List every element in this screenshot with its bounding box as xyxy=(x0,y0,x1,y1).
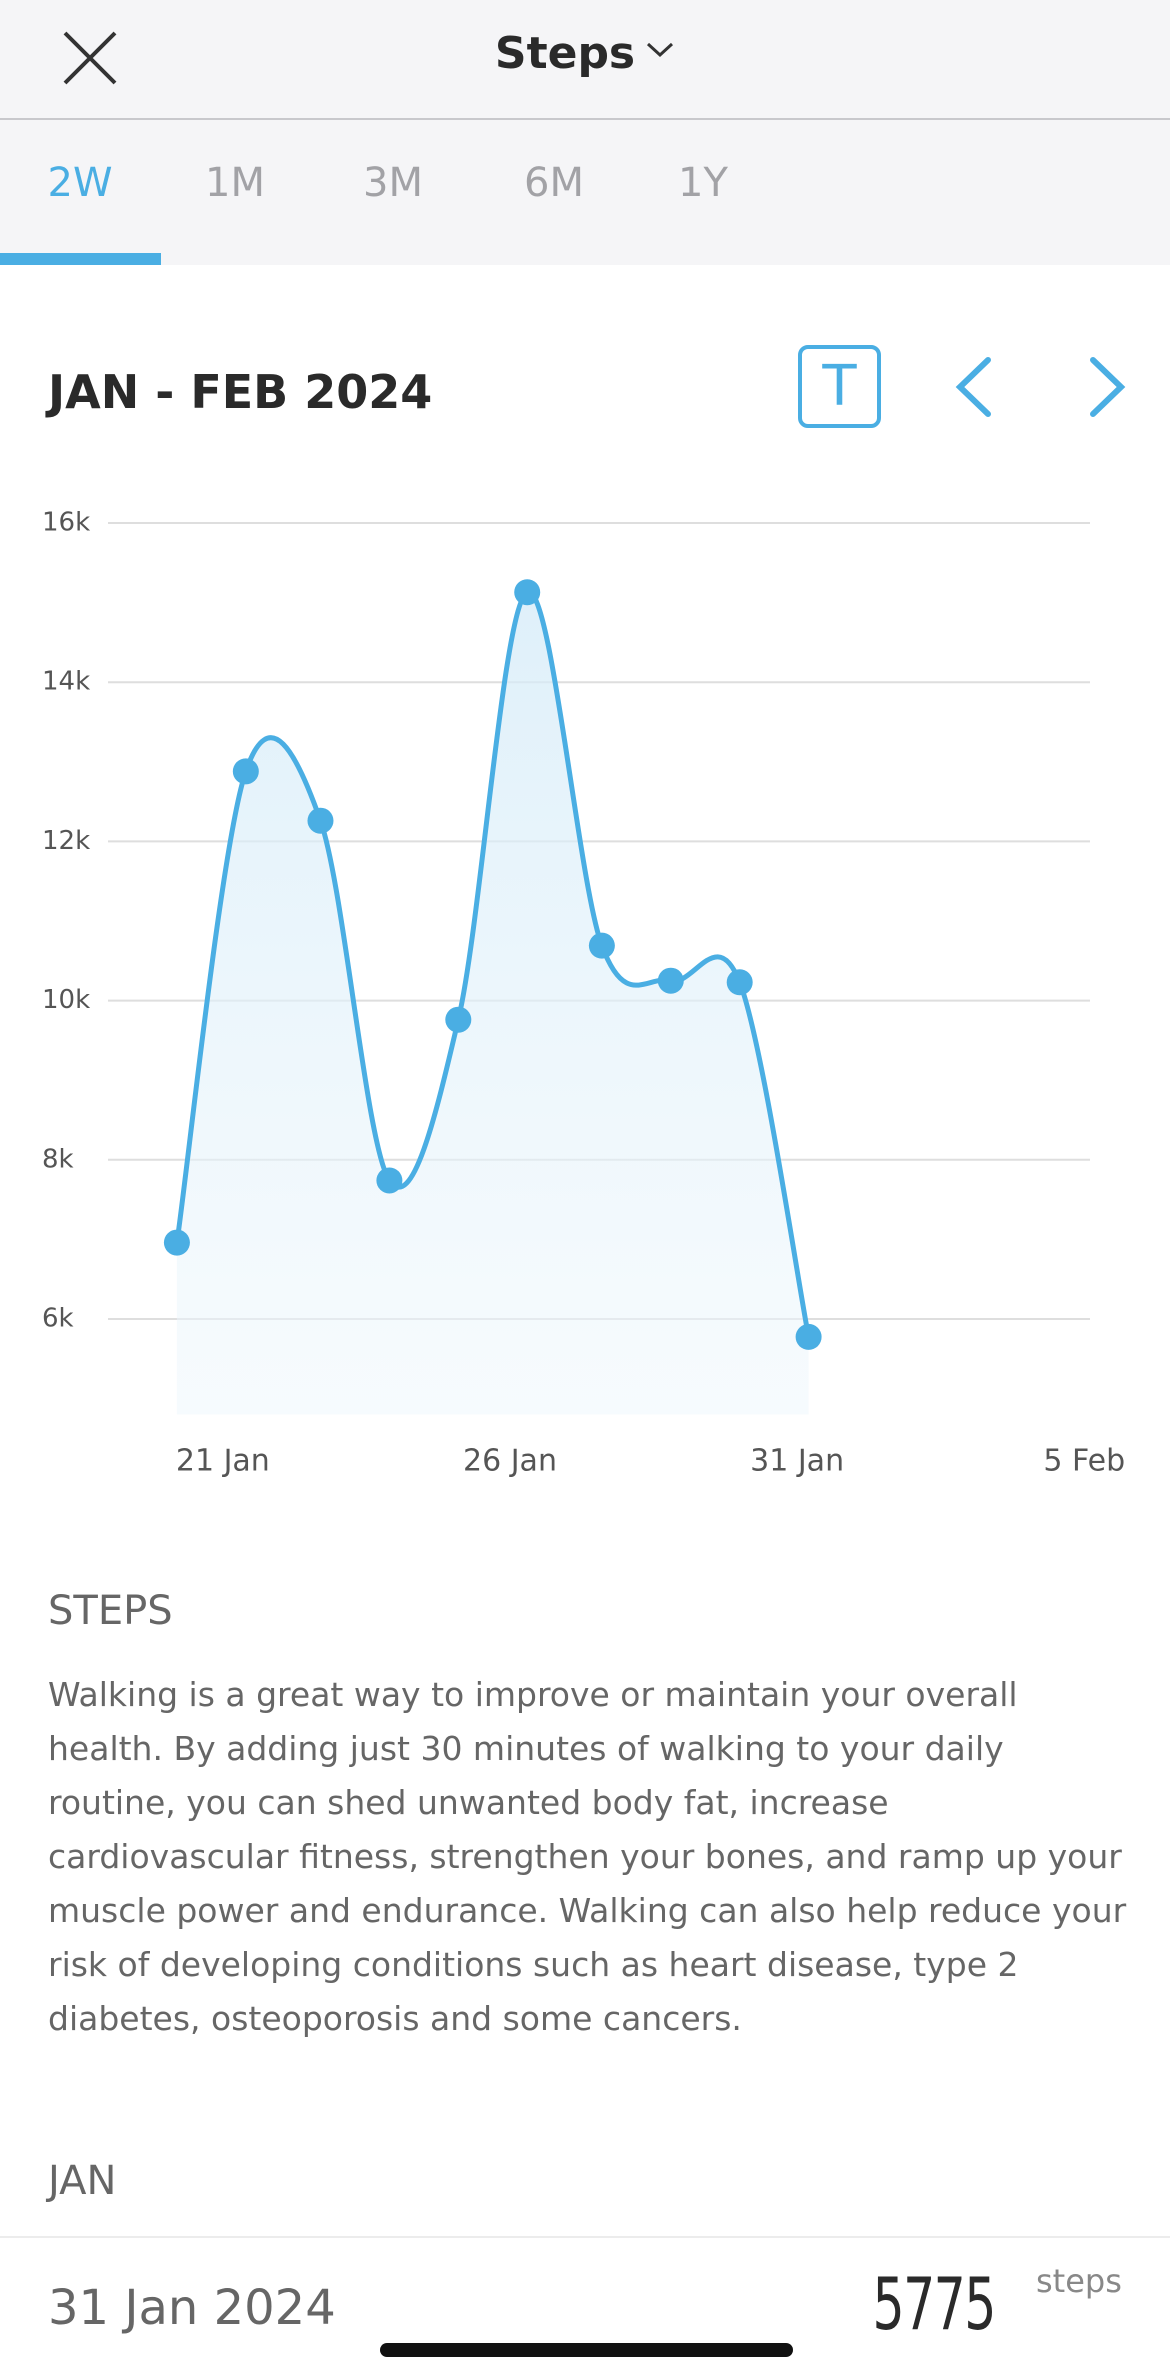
article-heading: STEPS xyxy=(48,1588,173,1634)
point xyxy=(795,1323,822,1350)
x-tick-label: 21 Jan xyxy=(176,1444,270,1479)
x-tick-label: 26 Jan xyxy=(463,1444,557,1479)
x-tick-label: 5 Feb xyxy=(1043,1444,1125,1479)
title: Steps xyxy=(494,28,636,79)
period-label: JAN - FEB 2024 xyxy=(48,365,433,419)
home-indicator xyxy=(380,2343,793,2357)
toggle-button[interactable]: T xyxy=(798,345,881,428)
row-unit: steps xyxy=(1036,2262,1122,2300)
tab-indicator xyxy=(0,253,161,265)
title-dropdown[interactable]: Steps xyxy=(0,28,1170,79)
point xyxy=(376,1167,403,1194)
tab[interactable]: 6M xyxy=(524,160,584,206)
previous-button[interactable] xyxy=(952,356,996,418)
tab[interactable]: 1Y xyxy=(678,160,728,206)
y-tick-label: 10k xyxy=(42,985,90,1015)
y-tick-label: 6k xyxy=(42,1303,74,1333)
dropdown-chevron xyxy=(647,42,674,58)
x-tick-label: 31 Jan xyxy=(750,1444,844,1479)
row-value: 5775 xyxy=(872,2262,997,2346)
y-tick-label: 12k xyxy=(42,826,90,856)
point xyxy=(232,758,259,785)
point xyxy=(514,579,541,606)
row-date[interactable]: 31 Jan 2024 xyxy=(48,2280,336,2336)
point xyxy=(726,969,753,996)
y-tick-label: 16k xyxy=(42,508,90,538)
line xyxy=(174,589,812,1338)
point xyxy=(657,967,684,994)
tab[interactable]: 2W xyxy=(47,160,113,206)
point xyxy=(588,932,615,959)
point xyxy=(445,1006,472,1033)
tab-bar: 2W 1M 3M 6M 1Y xyxy=(0,120,1170,265)
point xyxy=(163,1229,190,1256)
point xyxy=(307,807,334,834)
divider xyxy=(0,2236,1170,2238)
month-heading: JAN xyxy=(48,2158,117,2204)
y-tick-label: 14k xyxy=(42,667,90,697)
area xyxy=(176,591,809,1415)
header: Steps xyxy=(0,0,1170,120)
y-tick-label: 8k xyxy=(42,1144,74,1174)
chart: 6k 8k 10k 12k 14k 16k 21 Jan 26 Jan 31 Jan 5 Feb xyxy=(42,508,1125,1479)
close-button[interactable] xyxy=(62,30,118,86)
tab[interactable]: 3M xyxy=(363,160,423,206)
next-button[interactable] xyxy=(1085,356,1129,418)
tab[interactable]: 1M xyxy=(205,160,265,206)
article-body: Walking is a great way to improve or mai… xyxy=(48,1675,1127,2038)
